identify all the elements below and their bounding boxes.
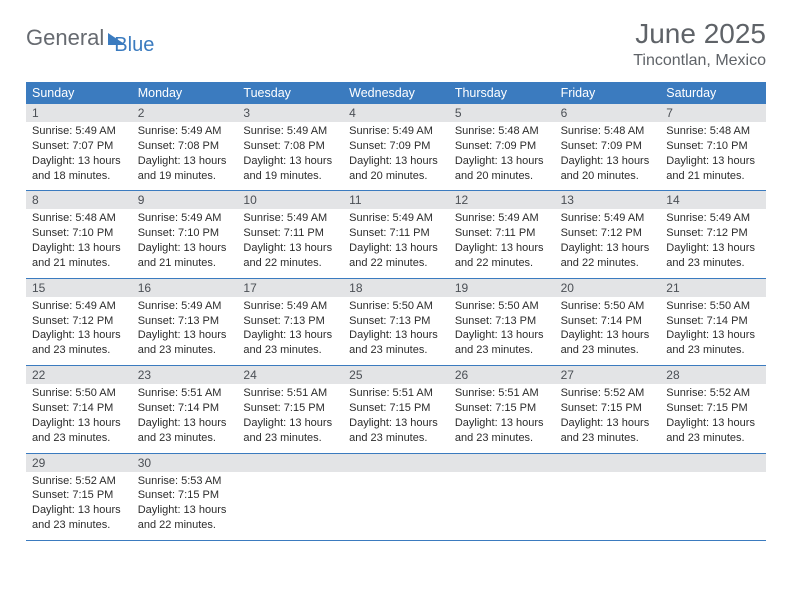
page-header: General Blue June 2025 Tincontlan, Mexic…	[26, 18, 766, 70]
daynum-cell: 24	[237, 366, 343, 384]
daynum-cell: 6	[555, 104, 661, 122]
day-details: Sunrise: 5:52 AMSunset: 7:15 PMDaylight:…	[555, 384, 661, 452]
day-details: Sunrise: 5:49 AMSunset: 7:08 PMDaylight:…	[237, 122, 343, 190]
day-details: Sunrise: 5:49 AMSunset: 7:12 PMDaylight:…	[555, 209, 661, 277]
week-0-details: Sunrise: 5:49 AMSunset: 7:07 PMDaylight:…	[26, 122, 766, 191]
daynum-cell	[555, 454, 661, 472]
daynum-cell: 3	[237, 104, 343, 122]
day-details: Sunrise: 5:52 AMSunset: 7:15 PMDaylight:…	[660, 384, 766, 452]
day-details: Sunrise: 5:48 AMSunset: 7:09 PMDaylight:…	[555, 122, 661, 190]
dayname-monday: Monday	[132, 82, 238, 104]
week-2-details: Sunrise: 5:49 AMSunset: 7:12 PMDaylight:…	[26, 297, 766, 366]
dayname-sunday: Sunday	[26, 82, 132, 104]
week-1-daynums: 891011121314	[26, 191, 766, 209]
day-details: Sunrise: 5:49 AMSunset: 7:13 PMDaylight:…	[132, 297, 238, 365]
dayname-thursday: Thursday	[449, 82, 555, 104]
daynum-cell	[449, 454, 555, 472]
week-2-daynums: 15161718192021	[26, 279, 766, 297]
day-details: Sunrise: 5:49 AMSunset: 7:11 PMDaylight:…	[343, 209, 449, 277]
brand-part1: General	[26, 25, 104, 51]
daynum-cell: 30	[132, 454, 238, 472]
day-details	[343, 472, 449, 540]
dayname-row: SundayMondayTuesdayWednesdayThursdayFrid…	[26, 82, 766, 104]
day-details: Sunrise: 5:48 AMSunset: 7:10 PMDaylight:…	[26, 209, 132, 277]
dayname-wednesday: Wednesday	[343, 82, 449, 104]
daynum-cell: 5	[449, 104, 555, 122]
day-details: Sunrise: 5:51 AMSunset: 7:15 PMDaylight:…	[449, 384, 555, 452]
calendar-grid: SundayMondayTuesdayWednesdayThursdayFrid…	[26, 82, 766, 541]
day-details: Sunrise: 5:49 AMSunset: 7:12 PMDaylight:…	[660, 209, 766, 277]
title-block: June 2025 Tincontlan, Mexico	[633, 18, 766, 70]
day-details	[449, 472, 555, 540]
daynum-cell: 8	[26, 191, 132, 209]
daynum-cell: 23	[132, 366, 238, 384]
daynum-cell: 14	[660, 191, 766, 209]
daynum-cell: 12	[449, 191, 555, 209]
daynum-cell: 25	[343, 366, 449, 384]
day-details: Sunrise: 5:49 AMSunset: 7:10 PMDaylight:…	[132, 209, 238, 277]
day-details: Sunrise: 5:49 AMSunset: 7:09 PMDaylight:…	[343, 122, 449, 190]
calendar-page: General Blue June 2025 Tincontlan, Mexic…	[0, 0, 792, 541]
daynum-cell: 11	[343, 191, 449, 209]
brand-part2: Blue	[114, 34, 154, 57]
daynum-cell: 16	[132, 279, 238, 297]
day-details: Sunrise: 5:49 AMSunset: 7:07 PMDaylight:…	[26, 122, 132, 190]
day-details: Sunrise: 5:50 AMSunset: 7:14 PMDaylight:…	[555, 297, 661, 365]
daynum-cell	[237, 454, 343, 472]
day-details: Sunrise: 5:51 AMSunset: 7:14 PMDaylight:…	[132, 384, 238, 452]
daynum-cell: 17	[237, 279, 343, 297]
day-details: Sunrise: 5:49 AMSunset: 7:11 PMDaylight:…	[449, 209, 555, 277]
day-details: Sunrise: 5:51 AMSunset: 7:15 PMDaylight:…	[343, 384, 449, 452]
daynum-cell: 27	[555, 366, 661, 384]
daynum-cell: 7	[660, 104, 766, 122]
dayname-tuesday: Tuesday	[237, 82, 343, 104]
day-details: Sunrise: 5:49 AMSunset: 7:11 PMDaylight:…	[237, 209, 343, 277]
day-details: Sunrise: 5:48 AMSunset: 7:09 PMDaylight:…	[449, 122, 555, 190]
daynum-cell	[660, 454, 766, 472]
day-details: Sunrise: 5:53 AMSunset: 7:15 PMDaylight:…	[132, 472, 238, 540]
day-details: Sunrise: 5:50 AMSunset: 7:13 PMDaylight:…	[449, 297, 555, 365]
daynum-cell: 10	[237, 191, 343, 209]
day-details: Sunrise: 5:48 AMSunset: 7:10 PMDaylight:…	[660, 122, 766, 190]
daynum-cell: 18	[343, 279, 449, 297]
day-details	[660, 472, 766, 540]
week-3-daynums: 22232425262728	[26, 366, 766, 384]
daynum-cell: 13	[555, 191, 661, 209]
day-details: Sunrise: 5:50 AMSunset: 7:14 PMDaylight:…	[26, 384, 132, 452]
day-details: Sunrise: 5:52 AMSunset: 7:15 PMDaylight:…	[26, 472, 132, 540]
day-details	[555, 472, 661, 540]
week-4-daynums: 2930	[26, 454, 766, 472]
day-details	[237, 472, 343, 540]
daynum-cell: 15	[26, 279, 132, 297]
daynum-cell: 4	[343, 104, 449, 122]
daynum-cell: 29	[26, 454, 132, 472]
daynum-cell: 28	[660, 366, 766, 384]
daynum-cell: 19	[449, 279, 555, 297]
daynum-cell	[343, 454, 449, 472]
dayname-friday: Friday	[555, 82, 661, 104]
week-3-details: Sunrise: 5:50 AMSunset: 7:14 PMDaylight:…	[26, 384, 766, 453]
month-title: June 2025	[633, 18, 766, 50]
day-details: Sunrise: 5:51 AMSunset: 7:15 PMDaylight:…	[237, 384, 343, 452]
daynum-cell: 26	[449, 366, 555, 384]
location-label: Tincontlan, Mexico	[633, 52, 766, 70]
daynum-cell: 21	[660, 279, 766, 297]
day-details: Sunrise: 5:50 AMSunset: 7:14 PMDaylight:…	[660, 297, 766, 365]
daynum-cell: 1	[26, 104, 132, 122]
daynum-cell: 2	[132, 104, 238, 122]
day-details: Sunrise: 5:49 AMSunset: 7:13 PMDaylight:…	[237, 297, 343, 365]
week-4-details: Sunrise: 5:52 AMSunset: 7:15 PMDaylight:…	[26, 472, 766, 541]
dayname-saturday: Saturday	[660, 82, 766, 104]
weeks-container: 1234567Sunrise: 5:49 AMSunset: 7:07 PMDa…	[26, 104, 766, 541]
day-details: Sunrise: 5:49 AMSunset: 7:12 PMDaylight:…	[26, 297, 132, 365]
daynum-cell: 22	[26, 366, 132, 384]
day-details: Sunrise: 5:50 AMSunset: 7:13 PMDaylight:…	[343, 297, 449, 365]
day-details: Sunrise: 5:49 AMSunset: 7:08 PMDaylight:…	[132, 122, 238, 190]
brand-logo: General Blue	[26, 18, 154, 57]
week-0-daynums: 1234567	[26, 104, 766, 122]
daynum-cell: 9	[132, 191, 238, 209]
week-1-details: Sunrise: 5:48 AMSunset: 7:10 PMDaylight:…	[26, 209, 766, 278]
daynum-cell: 20	[555, 279, 661, 297]
